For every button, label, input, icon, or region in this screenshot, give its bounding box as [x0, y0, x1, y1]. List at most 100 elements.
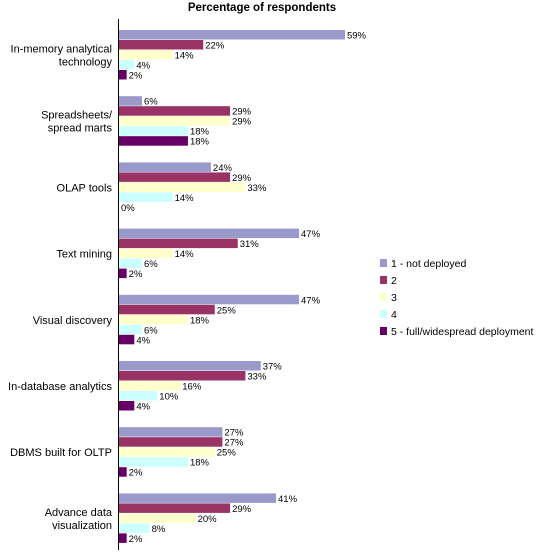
- data-label: 29%: [232, 504, 252, 515]
- bar-1-series-4: [119, 60, 135, 70]
- data-label: 27%: [224, 428, 244, 439]
- bar-6-series-3: [119, 381, 181, 391]
- bar-5-series-1: [119, 294, 300, 305]
- bar-4-series-3: [119, 248, 173, 259]
- data-label: 0%: [121, 203, 135, 214]
- category-label: In-database analytics: [8, 381, 112, 393]
- data-label: 2%: [129, 534, 143, 545]
- bar-3-series-1: [119, 162, 211, 172]
- data-label: 47%: [301, 229, 321, 240]
- bar-5-series-2: [119, 304, 215, 315]
- data-label: 6%: [144, 97, 158, 108]
- bar-3-series-2: [119, 172, 231, 182]
- legend-swatch: [380, 310, 387, 318]
- legend-swatch: [380, 259, 387, 267]
- data-label: 14%: [175, 193, 195, 204]
- data-label: 6%: [144, 325, 158, 336]
- data-label: 10%: [159, 392, 179, 403]
- legend-label: 3: [391, 292, 397, 304]
- category-label: Advance data visualization: [45, 507, 113, 532]
- category-label: OLAP tools: [57, 182, 113, 194]
- bar-5-series-3: [119, 314, 188, 325]
- bar-2-series-1: [119, 96, 142, 106]
- bar-4-series-5: [119, 268, 127, 279]
- data-label: 37%: [263, 362, 283, 373]
- data-label: 8%: [152, 524, 166, 535]
- bar-1-series-3: [119, 50, 173, 60]
- bar-3-series-3: [119, 182, 246, 192]
- data-label: 18%: [190, 458, 210, 469]
- bar-8-series-1: [119, 493, 277, 503]
- data-label: 27%: [224, 438, 244, 449]
- data-label: 20%: [198, 514, 218, 525]
- bar-1-series-2: [119, 40, 204, 50]
- data-label: 29%: [232, 117, 252, 128]
- category-label: In-memory analytical technology: [11, 44, 113, 69]
- legend-label: 5 - full/widespread deployment: [391, 326, 533, 338]
- bar-8-series-3: [119, 513, 196, 523]
- bars-group: 59%22%14%4%2%6%29%29%18%18%24%29%33%14%0…: [119, 30, 367, 545]
- data-label: 2%: [129, 71, 143, 82]
- data-label: 47%: [301, 295, 321, 306]
- legend-swatch: [380, 276, 387, 284]
- legend-swatch: [380, 327, 387, 335]
- data-label: 14%: [175, 51, 195, 62]
- data-label: 6%: [144, 259, 158, 270]
- data-label: 22%: [205, 41, 225, 52]
- data-label: 25%: [217, 448, 237, 459]
- bar-1-series-1: [119, 30, 345, 40]
- data-label: 29%: [232, 173, 252, 184]
- bar-2-series-5: [119, 136, 188, 146]
- data-label: 2%: [129, 269, 143, 280]
- category-label: DBMS built for OLTP: [10, 447, 112, 459]
- legend-swatch: [380, 293, 387, 301]
- legend-label: 2: [391, 275, 397, 287]
- bar-6-series-2: [119, 371, 246, 381]
- bar-7-series-5: [119, 467, 127, 477]
- data-label: 4%: [136, 335, 150, 346]
- bar-8-series-4: [119, 523, 150, 533]
- data-label: 4%: [136, 61, 150, 72]
- bar-4-series-4: [119, 258, 142, 269]
- data-label: 2%: [129, 468, 143, 479]
- data-label: 33%: [247, 372, 267, 383]
- data-label: 16%: [182, 382, 202, 393]
- data-label: 25%: [217, 305, 237, 316]
- bar-7-series-2: [119, 437, 223, 447]
- bar-8-series-2: [119, 503, 231, 513]
- legend: 1 - not deployed 2 3 4 5 - full/widespread d…: [380, 258, 533, 338]
- bar-1-series-5: [119, 70, 127, 80]
- category-label: Spreadsheets/spread marts: [41, 110, 113, 135]
- data-label: 24%: [213, 163, 233, 174]
- bar-2-series-2: [119, 106, 231, 116]
- bar-6-series-4: [119, 391, 158, 401]
- data-label: 59%: [347, 31, 367, 42]
- bar-2-series-4: [119, 126, 188, 136]
- bar-6-series-1: [119, 361, 261, 371]
- bar-7-series-3: [119, 447, 215, 457]
- bar-4-series-2: [119, 238, 238, 249]
- bar-8-series-5: [119, 533, 127, 543]
- bar-3-series-4: [119, 192, 173, 202]
- category-label: Text mining: [56, 249, 112, 261]
- bar-7-series-1: [119, 427, 223, 437]
- data-label: 18%: [190, 315, 210, 326]
- data-label: 18%: [190, 137, 210, 148]
- legend-label: 1 - not deployed: [391, 258, 466, 270]
- chart-title: Percentage of respondents: [188, 2, 336, 14]
- category-label: Visual discovery: [33, 315, 113, 327]
- bar-5-series-4: [119, 324, 142, 335]
- data-label: 18%: [190, 127, 210, 138]
- data-label: 14%: [175, 249, 195, 260]
- bar-5-series-5: [119, 334, 135, 345]
- data-label: 4%: [136, 402, 150, 413]
- bar-4-series-1: [119, 228, 300, 239]
- bar-2-series-3: [119, 116, 231, 126]
- bar-6-series-5: [119, 401, 135, 411]
- data-label: 31%: [240, 239, 260, 250]
- bar-7-series-4: [119, 457, 188, 467]
- category-labels: In-memory analytical technology Spreadshee…: [8, 44, 113, 532]
- data-label: 33%: [247, 183, 267, 194]
- legend-label: 4: [391, 309, 397, 321]
